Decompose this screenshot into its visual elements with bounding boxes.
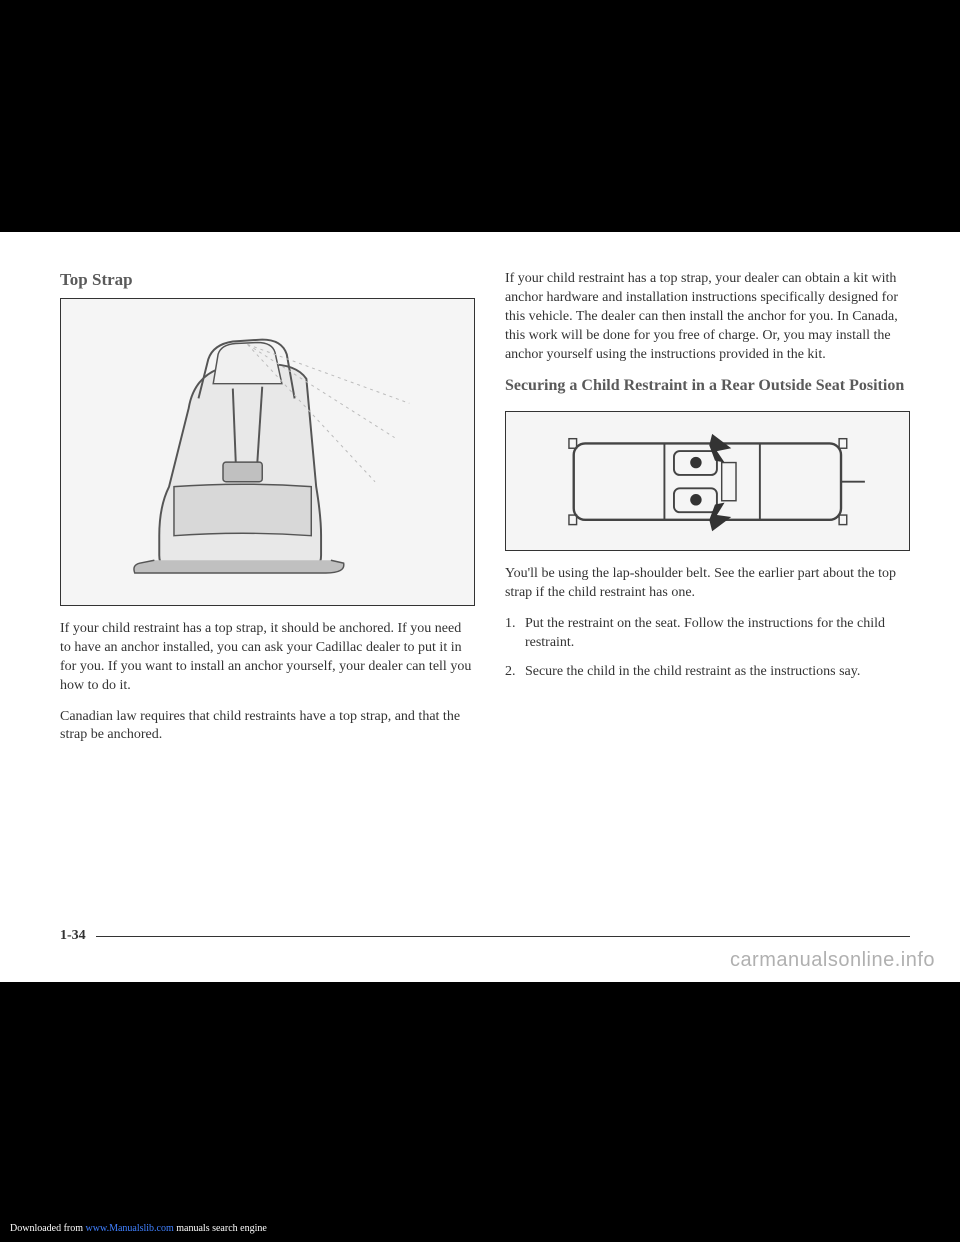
download-source: Downloaded from www.Manualslib.com manua… [10, 1223, 267, 1234]
watermark: carmanualsonline.info [730, 949, 935, 972]
download-suffix: manuals search engine [174, 1223, 267, 1234]
list-item-1: 1. Put the restraint on the seat. Follow… [505, 615, 910, 653]
top-strap-heading: Top Strap [60, 270, 475, 290]
car-top-view-icon [526, 423, 889, 540]
list-item-2: 2. Secure the child in the child restrai… [505, 663, 910, 682]
right-para-1: If your child restraint has a top strap,… [505, 270, 910, 364]
child-seat-icon [71, 307, 463, 598]
list-text-1: Put the restraint on the seat. Follow th… [525, 615, 910, 653]
download-link[interactable]: www.Manualslib.com [86, 1223, 174, 1234]
page-container: Top Strap If your child res [0, 232, 960, 982]
content-area: Top Strap If your child res [0, 232, 960, 777]
car-illustration [505, 411, 910, 551]
right-para-2: You'll be using the lap-shoulder belt. S… [505, 565, 910, 603]
right-column: If your child restraint has a top strap,… [505, 270, 910, 757]
left-para-1: If your child restraint has a top strap,… [60, 620, 475, 696]
securing-heading: Securing a Child Restraint in a Rear Out… [505, 376, 910, 397]
left-para-2: Canadian law requires that child restrai… [60, 708, 475, 746]
seat-illustration [60, 298, 475, 606]
download-prefix: Downloaded from [10, 1223, 86, 1234]
list-number-1: 1. [505, 615, 525, 653]
left-column: Top Strap If your child res [60, 270, 475, 757]
footer-line [96, 936, 910, 937]
page-footer: 1-34 [60, 928, 910, 944]
list-text-2: Secure the child in the child restraint … [525, 663, 910, 682]
page-number: 1-34 [60, 928, 86, 944]
list-number-2: 2. [505, 663, 525, 682]
